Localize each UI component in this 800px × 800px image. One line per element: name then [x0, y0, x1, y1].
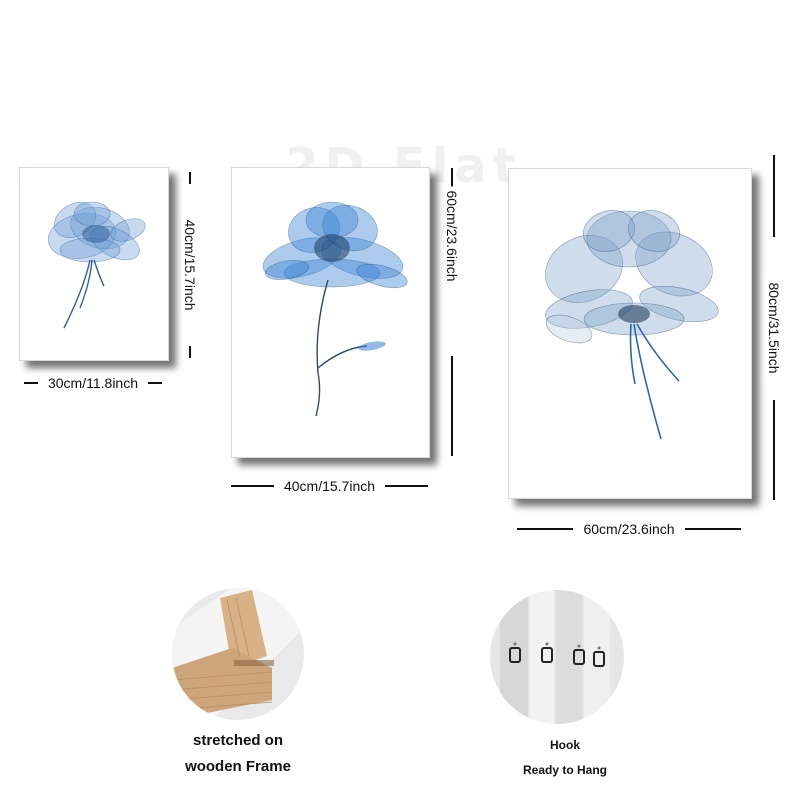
dimension-width-medium: 40cm/15.7inch: [231, 476, 428, 496]
hook-photo: [490, 590, 624, 724]
height-label-medium: 60cm/23.6inch: [444, 186, 460, 286]
height-label-small: 40cm/15.7inch: [182, 215, 198, 315]
dimension-height-large: 80cm/31.5inch: [764, 155, 784, 500]
dimension-height-small: 40cm/15.7inch: [180, 172, 200, 358]
dimension-width-small: 30cm/11.8inch: [19, 373, 167, 393]
frame-caption: stretched on wooden Frame: [172, 728, 304, 780]
print-medium: [231, 167, 430, 458]
hook-caption: Hook Ready to Hang: [498, 738, 632, 777]
flower-illustration-small: [47, 201, 146, 329]
dimension-width-large: 60cm/23.6inch: [508, 519, 750, 539]
frame-caption-line1: stretched on: [192, 732, 283, 749]
flower-illustration-large: [545, 210, 719, 440]
frame-caption-line2: wooden Frame: [185, 758, 291, 775]
width-label-small: 30cm/11.8inch: [47, 375, 138, 391]
height-label-large: 80cm/31.5inch: [766, 277, 782, 378]
dimension-height-medium: 60cm/23.6inch: [442, 168, 462, 456]
width-label-large: 60cm/23.6inch: [583, 521, 675, 537]
print-large: [508, 168, 752, 499]
print-small: [19, 167, 169, 361]
hook-caption-line1: Hook: [550, 738, 580, 752]
flower-illustration-medium: [262, 201, 408, 417]
width-label-medium: 40cm/15.7inch: [283, 478, 376, 494]
wooden-frame-photo: [172, 588, 304, 720]
hook-caption-line2: Ready to Hang: [522, 763, 607, 777]
